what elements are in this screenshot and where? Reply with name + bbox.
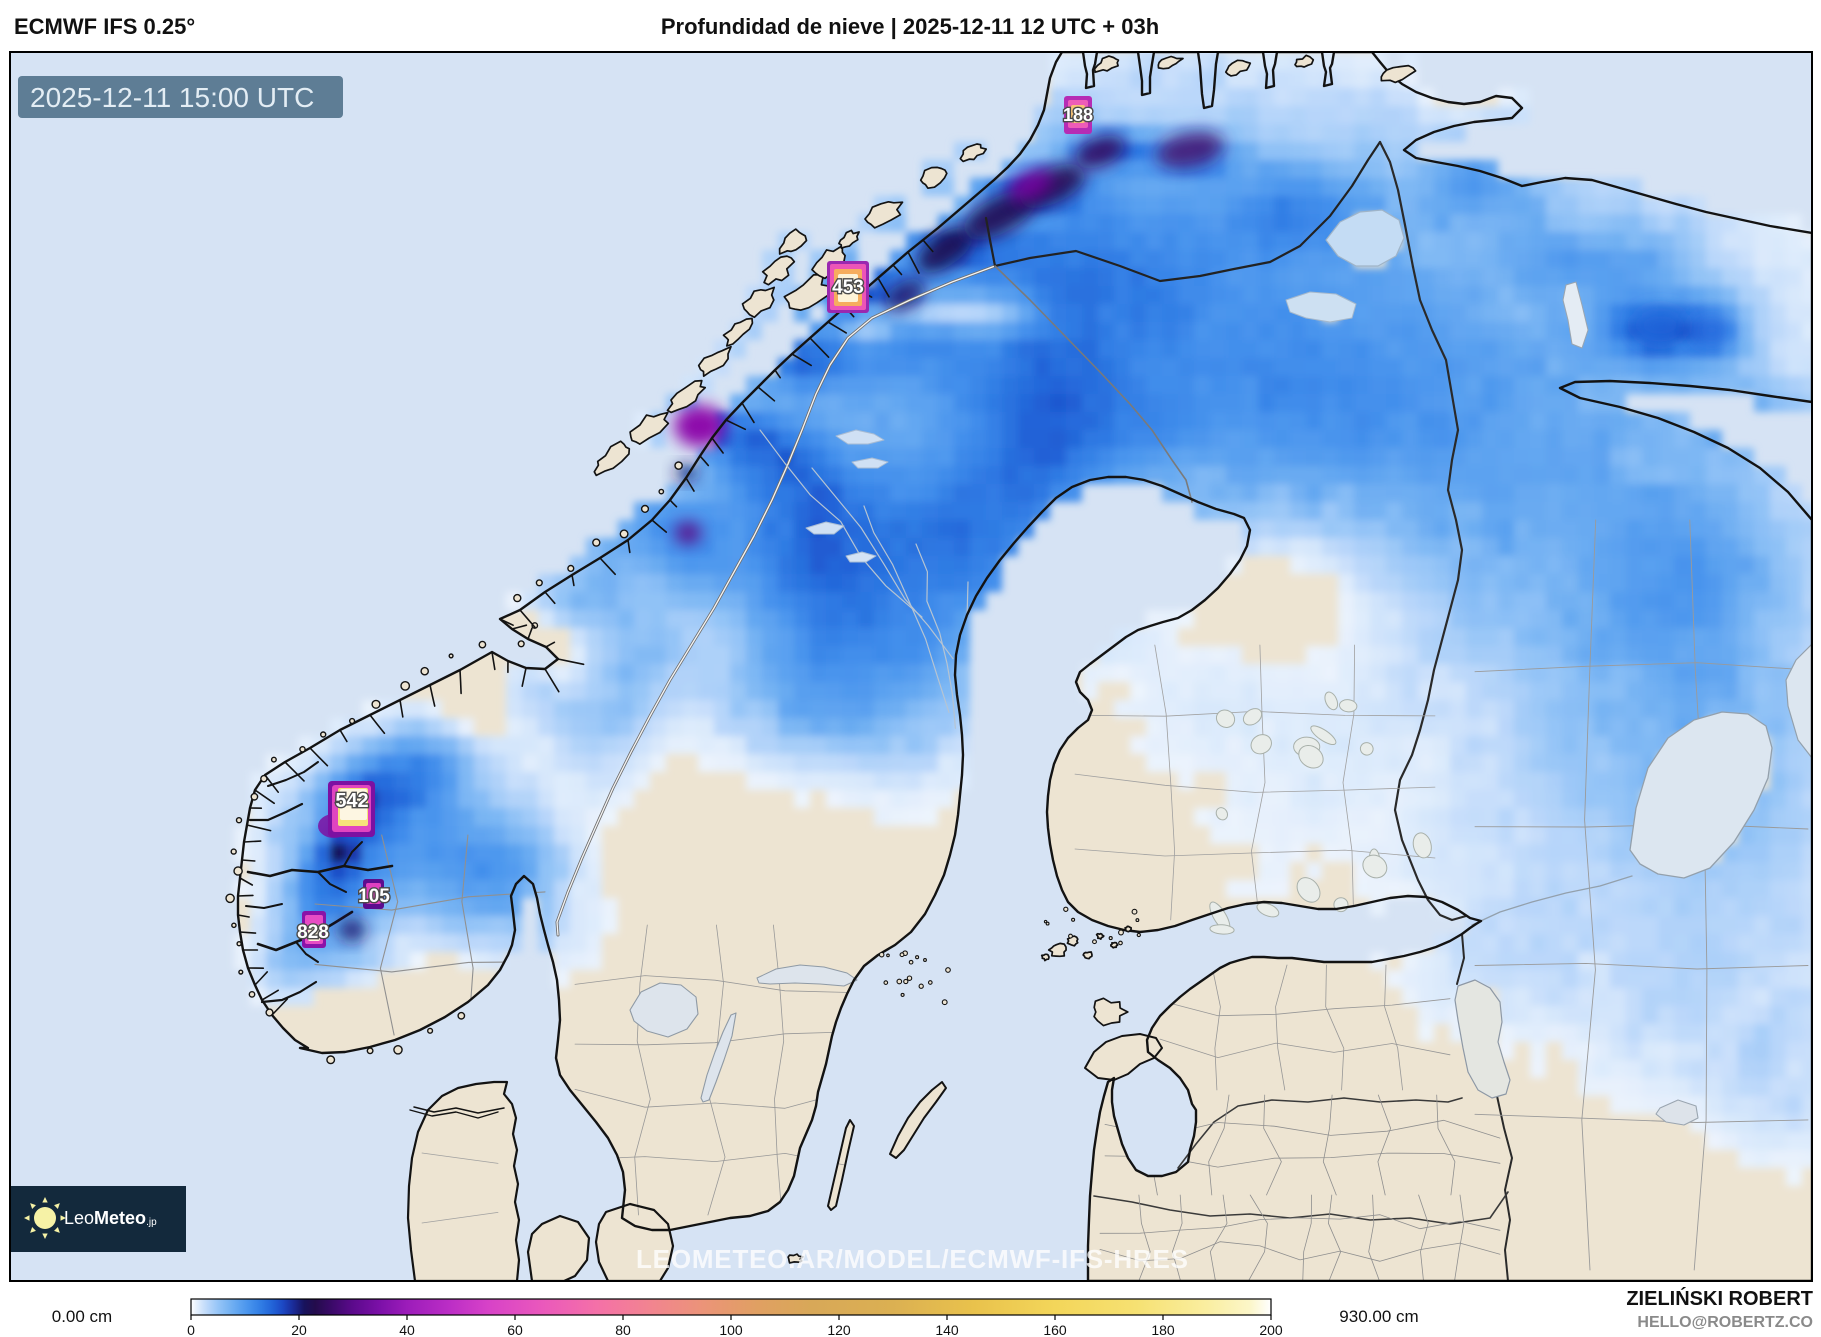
svg-text:453: 453	[832, 277, 864, 298]
svg-text:LEOMETEO.AR/MODEL/ECMWF-IFS-HR: LEOMETEO.AR/MODEL/ECMWF-IFS-HRES	[636, 1244, 1189, 1274]
svg-text:542: 542	[335, 790, 368, 812]
svg-text:930.00 cm: 930.00 cm	[1339, 1307, 1418, 1326]
svg-text:ZIELIŃSKI ROBERT: ZIELIŃSKI ROBERT	[1626, 1287, 1813, 1310]
svg-text:40: 40	[399, 1322, 415, 1337]
svg-text:ECMWF IFS 0.25°: ECMWF IFS 0.25°	[14, 14, 195, 39]
svg-text:HELLO@ROBERTZ.CO: HELLO@ROBERTZ.CO	[1637, 1314, 1813, 1331]
svg-text:LeoMeteo.jp: LeoMeteo.jp	[64, 1208, 157, 1228]
svg-text:0: 0	[187, 1322, 195, 1337]
svg-text:828: 828	[297, 922, 329, 943]
svg-text:Profundidad de nieve | 2025-12: Profundidad de nieve | 2025-12-11 12 UTC…	[661, 14, 1159, 39]
svg-text:0.00 cm: 0.00 cm	[52, 1307, 112, 1326]
svg-text:188: 188	[1063, 105, 1093, 125]
svg-text:160: 160	[1043, 1322, 1067, 1337]
svg-text:140: 140	[935, 1322, 959, 1337]
svg-text:20: 20	[291, 1322, 307, 1337]
svg-text:100: 100	[719, 1322, 743, 1337]
svg-text:120: 120	[827, 1322, 851, 1337]
svg-text:180: 180	[1151, 1322, 1175, 1337]
svg-text:60: 60	[507, 1322, 523, 1337]
svg-text:200: 200	[1259, 1322, 1283, 1337]
svg-text:2025-12-11 15:00 UTC: 2025-12-11 15:00 UTC	[30, 82, 314, 113]
svg-text:105: 105	[358, 886, 390, 907]
svg-text:80: 80	[615, 1322, 631, 1337]
